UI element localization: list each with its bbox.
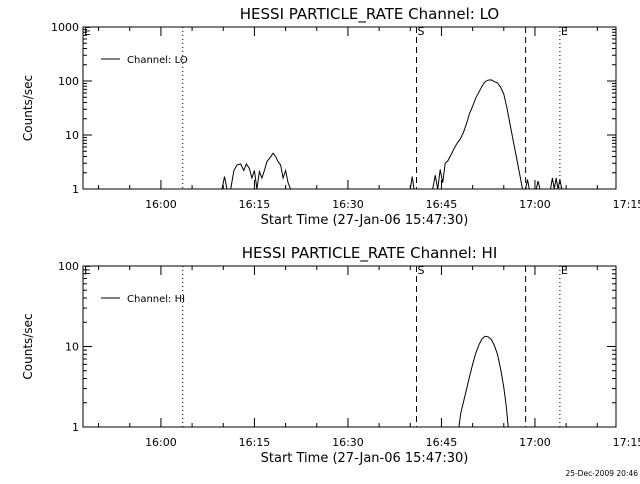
plot-frame	[82, 26, 617, 190]
y-tick-label: 100	[58, 75, 79, 88]
x-tick-label: 17:00	[519, 436, 551, 449]
y-tick-label: 1000	[51, 21, 79, 34]
series-line	[432, 79, 523, 190]
x-tick-label: 17:15	[613, 198, 640, 211]
panel-2: HESSI PARTICLE_RATE Channel: HI 1 10 100 Cou…	[21, 244, 640, 466]
series-line	[535, 180, 541, 190]
y-tick-label: 10	[65, 341, 79, 354]
x-axis: 16:00 16:15 16:30 16:45 17:00 17:15	[98, 266, 640, 449]
panel-1: HESSI PARTICLE_RATE Channel: LO 1 10 100 100…	[21, 5, 640, 228]
legend-entry: Channel: LO	[127, 55, 188, 66]
chart-title: HESSI PARTICLE_RATE Channel: LO	[240, 5, 499, 24]
x-tick-label: 17:00	[519, 198, 551, 211]
y-axis-label: Counts/sec	[21, 75, 35, 141]
legend: Channel: HI	[101, 294, 185, 305]
x-tick-label: 16:00	[145, 436, 177, 449]
x-tick-label: 16:15	[239, 436, 271, 449]
series-line	[221, 176, 228, 190]
y-tick-label: 1	[72, 183, 79, 196]
series-channel-lo	[221, 79, 563, 190]
x-tick-label: 16:00	[145, 198, 177, 211]
y-axis: 1 10 100 1000	[51, 21, 616, 196]
event-marker-label: E	[561, 264, 568, 277]
x-tick-label: 16:45	[426, 198, 458, 211]
legend-entry: Channel: HI	[127, 294, 185, 305]
x-tick-label: 16:45	[426, 436, 458, 449]
event-marker-label: S	[418, 25, 425, 38]
series-line	[230, 152, 292, 190]
y-tick-label: 1	[72, 421, 79, 434]
series-channel-hi	[458, 335, 509, 428]
series-line	[550, 177, 563, 190]
footer-timestamp: 25-Dec-2009 20:46	[565, 469, 638, 478]
event-marker-label: E	[561, 25, 568, 38]
legend: Channel: LO	[101, 55, 188, 66]
event-marker-label: E	[84, 25, 91, 38]
x-axis-label: Start Time (27-Jan-06 15:47:30)	[261, 451, 469, 466]
y-axis: 1 10 100	[58, 260, 616, 434]
x-tick-label: 17:15	[613, 436, 640, 449]
chart-title: HESSI PARTICLE_RATE Channel: HI	[242, 244, 498, 263]
y-tick-label: 10	[65, 129, 79, 142]
x-tick-label: 16:30	[332, 198, 364, 211]
event-marker-label: S	[418, 264, 425, 277]
series-line	[409, 176, 415, 190]
plot-frame	[82, 265, 617, 428]
series-line	[525, 179, 530, 190]
x-tick-label: 16:30	[332, 436, 364, 449]
y-tick-label: 100	[58, 260, 79, 273]
x-tick-label: 16:15	[239, 198, 271, 211]
x-axis: 16:00 16:15 16:30 16:45 17:00 17:15	[98, 27, 640, 211]
event-marker-label: E	[84, 264, 91, 277]
x-axis-label: Start Time (27-Jan-06 15:47:30)	[261, 213, 469, 228]
y-axis-label: Counts/sec	[21, 313, 35, 379]
series-line	[458, 335, 509, 428]
